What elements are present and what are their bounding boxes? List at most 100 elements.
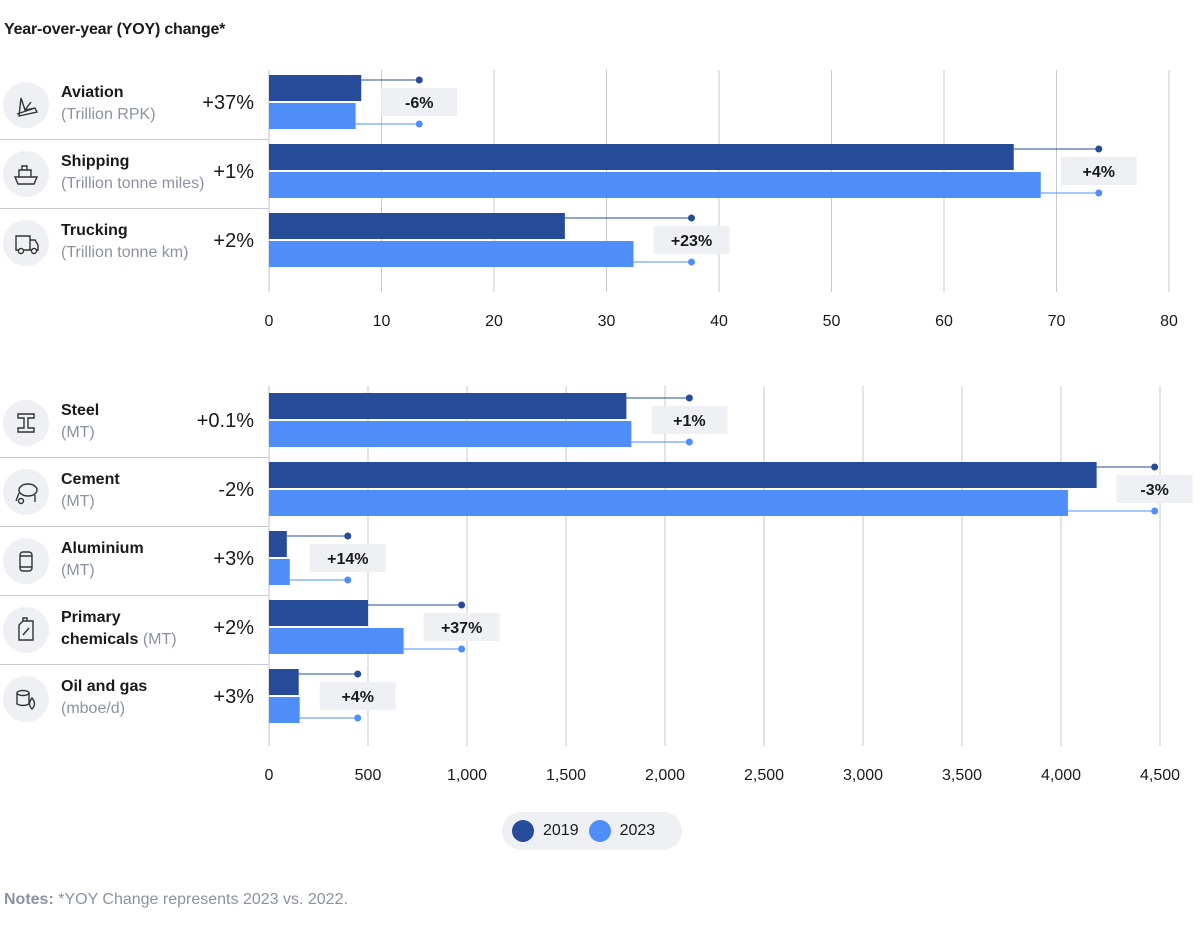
x-tick-label: 2,500 (744, 767, 784, 784)
x-tick-label: 40 (710, 313, 728, 330)
bar-2023-oil-and-gas (269, 697, 300, 723)
yoy-change-shipping: +1% (213, 160, 254, 183)
bar-2023-aluminium (269, 559, 290, 585)
yoy-change-steel: +0.1% (196, 409, 254, 432)
x-tick-label: 30 (598, 313, 616, 330)
bar-2023-shipping (269, 172, 1041, 198)
truck-icon (3, 219, 49, 266)
x-tick-label: 4,000 (1041, 767, 1081, 784)
legend-label-2023: 2023 (619, 822, 656, 839)
bar-2023-trucking (269, 241, 634, 267)
change-label-steel: +1% (673, 413, 705, 430)
legend-swatch-2019 (512, 820, 534, 842)
dot-2023-oil-and-gas (354, 714, 362, 722)
chart-title: Year-over-year (YOY) change* (4, 21, 226, 38)
change-label-aviation: -6% (405, 95, 433, 112)
legend-item-2023: 2023 (588, 820, 656, 842)
x-tick-label: 80 (1160, 313, 1178, 330)
bar-2019-aviation (269, 75, 362, 101)
bar-2019-steel (269, 393, 627, 419)
category-name: Cement (61, 470, 120, 488)
x-tick-label: 3,500 (942, 767, 982, 784)
x-tick-label: 1,500 (546, 767, 586, 784)
change-label-bg-trucking (653, 226, 730, 254)
dot-2023-primary-chemicals (458, 645, 466, 653)
change-label-bg-cement (1116, 475, 1193, 503)
row-label-primary-chemicals: Primary chemicals (MT) +2% (0, 595, 268, 664)
row-divider (0, 526, 268, 527)
legend: 2019 2023 (502, 812, 682, 850)
notes: Notes: *YOY Change represents 2023 vs. 2… (4, 891, 348, 909)
x-tick-label: 0 (265, 313, 274, 330)
chart-plot: 0 500 1,000 1,500 2,000 2,500 3,000 3,500 4,000 4… (265, 386, 1193, 784)
category-name: Primary (61, 608, 121, 626)
chemical-canister-icon (3, 606, 49, 653)
bar-2023-primary-chemicals (269, 628, 404, 654)
change-label-primary-chemicals: +37% (441, 620, 482, 637)
change-label-bg-steel (651, 406, 728, 434)
bar-2019-trucking (269, 213, 565, 239)
row-label-oil-and-gas: Oil and gas (mboe/d) +3% (0, 664, 268, 733)
row-label-steel: Steel (MT) +0.1% (0, 388, 268, 457)
industry-chart: 0 500 1,000 1,500 2,000 2,500 3,000 3,500 4,000 4… (0, 378, 1200, 798)
bar-2023-steel (269, 421, 632, 447)
row-label-trucking: Trucking (Trillion tonne km) +2% (0, 208, 268, 277)
dot-2019-trucking (688, 214, 695, 222)
legend-item-2019: 2019 (512, 820, 579, 842)
row-divider (0, 595, 268, 596)
change-label-aluminium: +14% (327, 551, 368, 568)
x-tick-label: 60 (935, 313, 953, 330)
airplane-icon (3, 81, 49, 128)
x-tick-label: 50 (823, 313, 841, 330)
dot-2019-shipping (1095, 145, 1103, 153)
x-tick-label: 1,000 (447, 767, 487, 784)
x-tick-label: 4,500 (1140, 767, 1180, 784)
notes-label: Notes: (4, 891, 54, 908)
cement-mixer-icon (3, 468, 49, 515)
category-unit: (MT) (61, 423, 95, 441)
dot-2019-steel (685, 394, 693, 402)
dot-2019-aviation (415, 76, 423, 84)
yoy-change-oil-and-gas: +3% (213, 685, 254, 708)
dot-2023-trucking (688, 258, 695, 266)
yoy-change-aviation: +37% (202, 91, 254, 114)
category-unit: (mboe/d) (61, 699, 126, 717)
bar-2023-aviation (269, 103, 356, 129)
category-name: Oil and gas (61, 677, 148, 695)
x-tick-label: 3,000 (843, 767, 883, 784)
category-name: Aluminium (61, 539, 144, 557)
category-name: Trucking (61, 221, 128, 239)
change-label-bg-oil-and-gas (319, 682, 396, 710)
dot-2023-aluminium (344, 576, 352, 584)
change-label-bg-aluminium (309, 544, 386, 572)
row-divider (0, 457, 268, 458)
row-label-aluminium: Aluminium (MT) +3% (0, 526, 268, 595)
dot-2019-primary-chemicals (458, 601, 466, 609)
yoy-change-primary-chemicals: +2% (213, 616, 254, 639)
row-divider (0, 139, 268, 140)
category-unit: (Trillion tonne miles) (61, 174, 205, 192)
dot-2019-aluminium (344, 532, 352, 540)
row-divider (0, 208, 268, 209)
change-label-trucking: +23% (671, 233, 712, 250)
yoy-change-aluminium: +3% (213, 547, 254, 570)
x-tick-label: 10 (373, 313, 391, 330)
ship-icon (3, 150, 49, 197)
aluminium-can-icon (3, 537, 49, 584)
row-divider (0, 664, 268, 665)
row-label-shipping: Shipping (Trillion tonne miles) +1% (0, 139, 268, 208)
x-tick-label: 20 (485, 313, 503, 330)
change-label-shipping: +4% (1083, 164, 1115, 181)
dot-2023-steel (685, 438, 693, 446)
category-unit: (MT) (142, 630, 177, 648)
x-tick-label: 70 (1048, 313, 1066, 330)
bar-2019-oil-and-gas (269, 669, 299, 695)
bar-2019-shipping (269, 144, 1014, 170)
chart-plot: 0 10 20 30 40 50 60 70 80 -6% +4% +23% (265, 70, 1178, 330)
category-name: Steel (61, 401, 100, 419)
bar-2019-aluminium (269, 531, 287, 557)
notes-text: *YOY Change represents 2023 vs. 2022. (58, 891, 348, 908)
category-name: Aviation (61, 83, 124, 101)
category-name-line2: chemicals (MT) (61, 630, 177, 648)
category-unit: (Trillion tonne km) (61, 243, 189, 261)
